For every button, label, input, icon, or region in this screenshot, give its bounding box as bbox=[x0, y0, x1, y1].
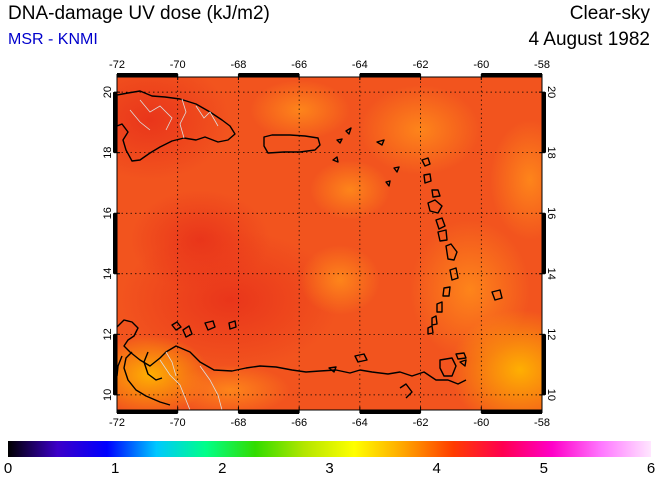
lon-label: -68 bbox=[230, 59, 246, 71]
frame-bar-segment bbox=[359, 410, 421, 414]
lat-label: 20 bbox=[545, 86, 557, 98]
colorbar-label: 6 bbox=[646, 460, 656, 477]
frame-bar-segment bbox=[542, 213, 546, 274]
lon-label: -60 bbox=[473, 417, 489, 429]
lat-label: 18 bbox=[545, 147, 557, 159]
bottom-longitude-labels: -72 -70 -68 -66 -64 -62 -60 -58 bbox=[109, 417, 550, 429]
frame-ticks bbox=[113, 73, 546, 414]
frame-bar-segment bbox=[542, 334, 546, 395]
lon-label: -70 bbox=[170, 417, 186, 429]
frame-bar-segment bbox=[113, 92, 117, 153]
colorbar-label: 2 bbox=[218, 460, 227, 477]
colorbar-label: 1 bbox=[110, 460, 120, 477]
lon-label: -58 bbox=[534, 59, 550, 71]
date-label: 4 August 1982 bbox=[528, 29, 651, 50]
frame-bar-segment bbox=[481, 73, 542, 77]
lat-label: 20 bbox=[102, 86, 114, 98]
lon-label: -62 bbox=[413, 417, 429, 429]
colorbar-label: 0 bbox=[3, 460, 13, 477]
left-latitude-labels: 10 12 14 16 18 20 bbox=[102, 86, 114, 401]
frame-bar-segment bbox=[481, 410, 542, 414]
frame-bar-segment bbox=[238, 410, 300, 414]
lat-label: 14 bbox=[545, 268, 557, 280]
lat-label: 10 bbox=[545, 389, 557, 401]
lat-label: 14 bbox=[102, 268, 114, 280]
lat-label: 16 bbox=[102, 207, 114, 219]
sky-condition-label: Clear-sky bbox=[569, 3, 650, 24]
lat-label: 16 bbox=[545, 207, 557, 219]
uv-dose-colorbar bbox=[8, 441, 651, 457]
top-longitude-labels: -72 -70 -68 -66 -64 -62 -60 -58 bbox=[109, 59, 550, 71]
frame-bar-segment bbox=[238, 73, 300, 77]
lon-label: -68 bbox=[230, 417, 246, 429]
colorbar-label: 4 bbox=[432, 460, 441, 477]
graticule bbox=[117, 77, 542, 410]
frame-bar-segment bbox=[117, 410, 178, 414]
colorbar-label: 5 bbox=[539, 460, 548, 477]
lon-label: -60 bbox=[473, 59, 489, 71]
lon-label: -70 bbox=[170, 59, 186, 71]
lat-label: 18 bbox=[102, 147, 114, 159]
right-latitude-labels: 10 12 14 16 18 20 bbox=[545, 86, 557, 401]
source-label: MSR - KNMI bbox=[8, 31, 98, 48]
political-borders bbox=[129, 98, 223, 410]
lat-label: 12 bbox=[545, 328, 557, 340]
lon-label: -72 bbox=[109, 417, 125, 429]
lon-label: -66 bbox=[291, 59, 307, 71]
lon-label: -72 bbox=[109, 59, 125, 71]
lon-label: -66 bbox=[291, 417, 307, 429]
lon-label: -62 bbox=[413, 59, 429, 71]
frame-bar-segment bbox=[117, 73, 178, 77]
coastlines bbox=[117, 90, 503, 406]
uv-dose-map: -72 -70 -68 -66 -64 -62 -60 -58 -72 -70 -68 -66 -64… bbox=[102, 59, 557, 429]
lon-label: -58 bbox=[534, 417, 550, 429]
lat-label: 12 bbox=[102, 328, 114, 340]
colorbar-label: 3 bbox=[325, 460, 334, 477]
frame-bar-segment bbox=[359, 73, 421, 77]
frame-bar-segment bbox=[113, 334, 117, 395]
lon-label: -64 bbox=[352, 417, 368, 429]
map-title: DNA-damage UV dose (kJ/m2) bbox=[8, 3, 270, 24]
lon-label: -64 bbox=[352, 59, 368, 71]
frame-bar-segment bbox=[113, 213, 117, 274]
frame-bar-segment bbox=[542, 92, 546, 153]
lat-label: 10 bbox=[102, 389, 114, 401]
